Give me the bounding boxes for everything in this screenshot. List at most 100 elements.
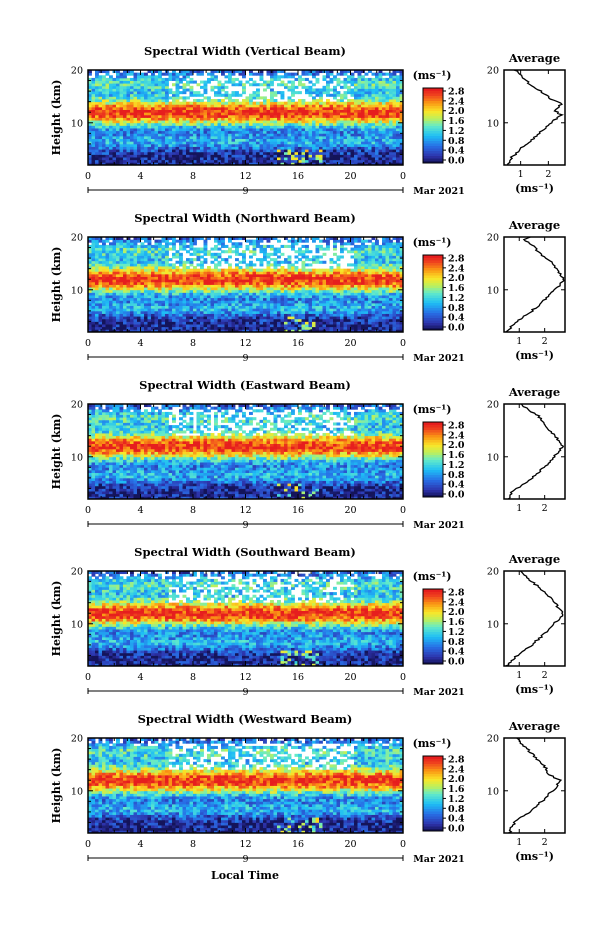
heatmap-cell — [336, 122, 341, 126]
heatmap-cell — [235, 324, 239, 328]
heatmap-cell — [312, 88, 316, 92]
heatmap-cell — [210, 151, 215, 155]
heatmap-cell — [207, 302, 211, 307]
heatmap-cell — [158, 93, 162, 97]
heatmap-cell — [207, 149, 211, 153]
heatmap-cell — [245, 281, 250, 285]
heatmap-cell — [343, 276, 348, 280]
heatmap-cell — [308, 91, 313, 95]
heatmap-cell — [186, 295, 190, 299]
heatmap-cell — [385, 130, 390, 134]
heatmap-cell — [196, 149, 201, 153]
heatmap-cell — [91, 83, 96, 87]
heatmap-cell — [112, 305, 117, 309]
heatmap-cell — [392, 141, 397, 145]
heatmap-cell — [88, 289, 92, 293]
heatmap-cell — [382, 128, 386, 132]
heatmap-cell — [238, 279, 243, 283]
heatmap-cell — [235, 305, 239, 309]
heatmap-cell — [354, 308, 358, 312]
heatmap-cell — [102, 117, 106, 121]
heatmap-cell — [158, 295, 162, 299]
heatmap-cell — [102, 133, 106, 137]
heatmap-cell — [119, 77, 124, 81]
heatmap-cell — [161, 292, 166, 296]
heatmap-cell — [340, 297, 344, 301]
heatmap-cell — [382, 80, 386, 84]
heatmap-cell — [343, 329, 348, 333]
heatmap-cell — [315, 135, 320, 140]
heatmap-cell — [312, 310, 316, 314]
heatmap-cell — [263, 157, 267, 161]
heatmap-cell — [161, 112, 166, 116]
heatmap-cell — [280, 149, 285, 153]
heatmap-cell — [350, 313, 355, 317]
heatmap-cell — [312, 300, 316, 304]
heatmap-cell — [378, 316, 383, 320]
heatmap-cell — [133, 279, 138, 283]
heatmap-cell — [147, 96, 152, 100]
heatmap-cell — [221, 130, 225, 134]
heatmap-cell — [161, 305, 166, 309]
heatmap-cell — [277, 284, 281, 288]
heatmap-cell — [259, 289, 264, 293]
heatmap-cell — [249, 125, 253, 129]
heatmap-cell — [238, 316, 243, 320]
heatmap-cell — [179, 154, 183, 158]
heatmap-cell — [396, 305, 400, 309]
heatmap-cell — [116, 80, 120, 84]
heatmap-cell — [91, 141, 96, 145]
heatmap-cell — [154, 112, 159, 116]
heatmap-cell — [116, 135, 120, 140]
heatmap-cell — [203, 318, 208, 322]
heatmap-cell — [182, 112, 187, 116]
heatmap-cell — [284, 141, 288, 145]
heatmap-cell — [259, 302, 264, 307]
heatmap-cell — [207, 162, 211, 166]
heatmap-cell — [235, 112, 239, 116]
heatmap-cell — [126, 149, 131, 153]
heatmap-cell — [109, 318, 113, 322]
heatmap-cell — [256, 279, 260, 283]
heatmap-cell — [364, 151, 369, 155]
heatmap-cell — [301, 151, 306, 155]
heatmap-cell — [245, 305, 250, 309]
heatmap-cell — [154, 310, 159, 314]
heatmap-cell — [193, 91, 197, 95]
heatmap-cell — [116, 101, 120, 105]
heatmap-cell — [151, 77, 155, 81]
heatmap-cell — [165, 72, 169, 76]
heatmap-cell — [347, 138, 351, 142]
heatmap-cell — [396, 83, 400, 87]
heatmap-cell — [95, 154, 99, 158]
heatmap-cell — [109, 154, 113, 158]
heatmap-cell — [354, 112, 358, 116]
heatmap-cell — [158, 289, 162, 293]
heatmap-cell — [207, 308, 211, 312]
heatmap-cell — [392, 143, 397, 147]
heatmap-cell — [399, 91, 404, 95]
heatmap-cell — [350, 109, 355, 113]
heatmap-cell — [88, 138, 92, 142]
heatmap-cell — [249, 93, 253, 97]
heatmap-cell — [259, 284, 264, 288]
heatmap-cell — [357, 321, 362, 325]
heatmap-cell — [361, 75, 365, 79]
heatmap-cell — [186, 321, 190, 325]
heatmap-cell — [385, 162, 390, 166]
heatmap-cell — [280, 146, 285, 150]
heatmap-cell — [280, 141, 285, 145]
heatmap-cell — [126, 93, 131, 97]
heatmap-cell — [266, 130, 271, 134]
heatmap-cell — [399, 157, 404, 161]
heatmap-cell — [91, 104, 96, 108]
heatmap-cell — [182, 287, 187, 291]
heatmap-cell — [95, 128, 99, 132]
heatmap-cell — [203, 310, 208, 314]
heatmap-cell — [315, 91, 320, 95]
heatmap-cell — [98, 316, 103, 320]
heatmap-cell — [88, 159, 92, 163]
heatmap-cell — [287, 85, 292, 89]
heatmap-cell — [392, 133, 397, 137]
heatmap-cell — [343, 310, 348, 314]
